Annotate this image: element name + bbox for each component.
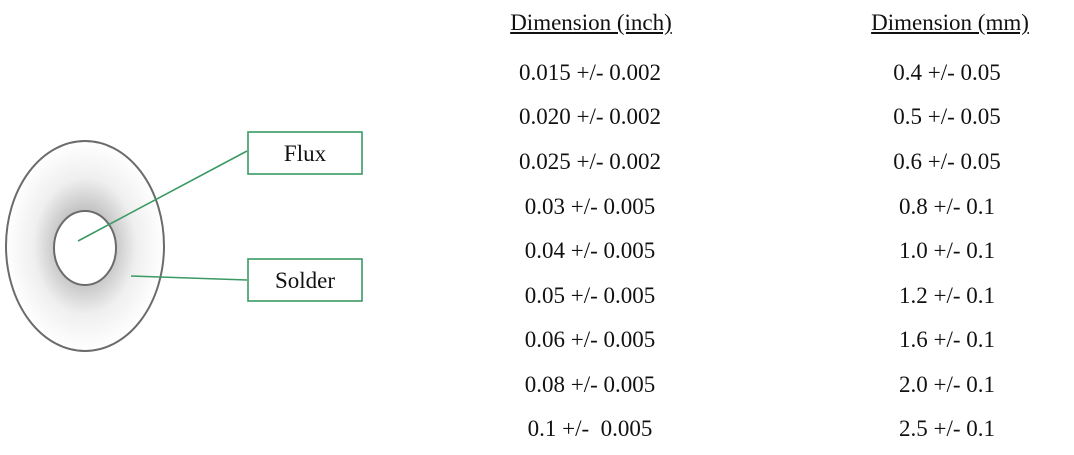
mm-value-cell: 0.5 +/- 0.05 (893, 104, 1001, 129)
inch-value-cell: 0.020 +/- 0.002 (518, 104, 662, 129)
mm-value-cell: 1.0 +/- 0.1 (898, 238, 996, 263)
mm-value-cell: 0.4 +/- 0.05 (893, 60, 1001, 85)
mm-value-cell: 1.6 +/- 0.1 (898, 327, 996, 352)
inch-value-cell: 0.05 +/- 0.005 (524, 283, 656, 308)
mm-value-cell: 0.6 +/- 0.05 (893, 149, 1001, 174)
mm-value-cell: 2.5 +/- 0.1 (898, 416, 996, 441)
inch-value-cell: 0.1 +/- 0.005 (527, 416, 653, 441)
solder-leader-line (130, 275, 248, 281)
solder-label-box (247, 258, 363, 302)
mm-value-cell: 0.8 +/- 0.1 (898, 194, 996, 219)
mm-column-header: Dimension (mm) (871, 10, 1029, 35)
flux-label-box (247, 131, 363, 175)
flux-leader-line (77, 150, 248, 242)
inch-value-cell: 0.03 +/- 0.005 (524, 194, 656, 219)
mm-value-cell: 2.0 +/- 0.1 (898, 372, 996, 397)
flux-core (53, 210, 117, 286)
inch-value-cell: 0.025 +/- 0.002 (518, 149, 662, 174)
inch-column-header: Dimension (inch) (510, 10, 672, 35)
inch-value-cell: 0.04 +/- 0.005 (524, 238, 656, 263)
inch-value-cell: 0.015 +/- 0.002 (518, 60, 662, 85)
solder-label: Solder (275, 268, 335, 293)
flux-label: Flux (284, 141, 327, 166)
mm-value-cell: 1.2 +/- 0.1 (898, 283, 996, 308)
inch-value-cell: 0.06 +/- 0.005 (524, 327, 656, 352)
inch-value-cell: 0.08 +/- 0.005 (524, 372, 656, 397)
